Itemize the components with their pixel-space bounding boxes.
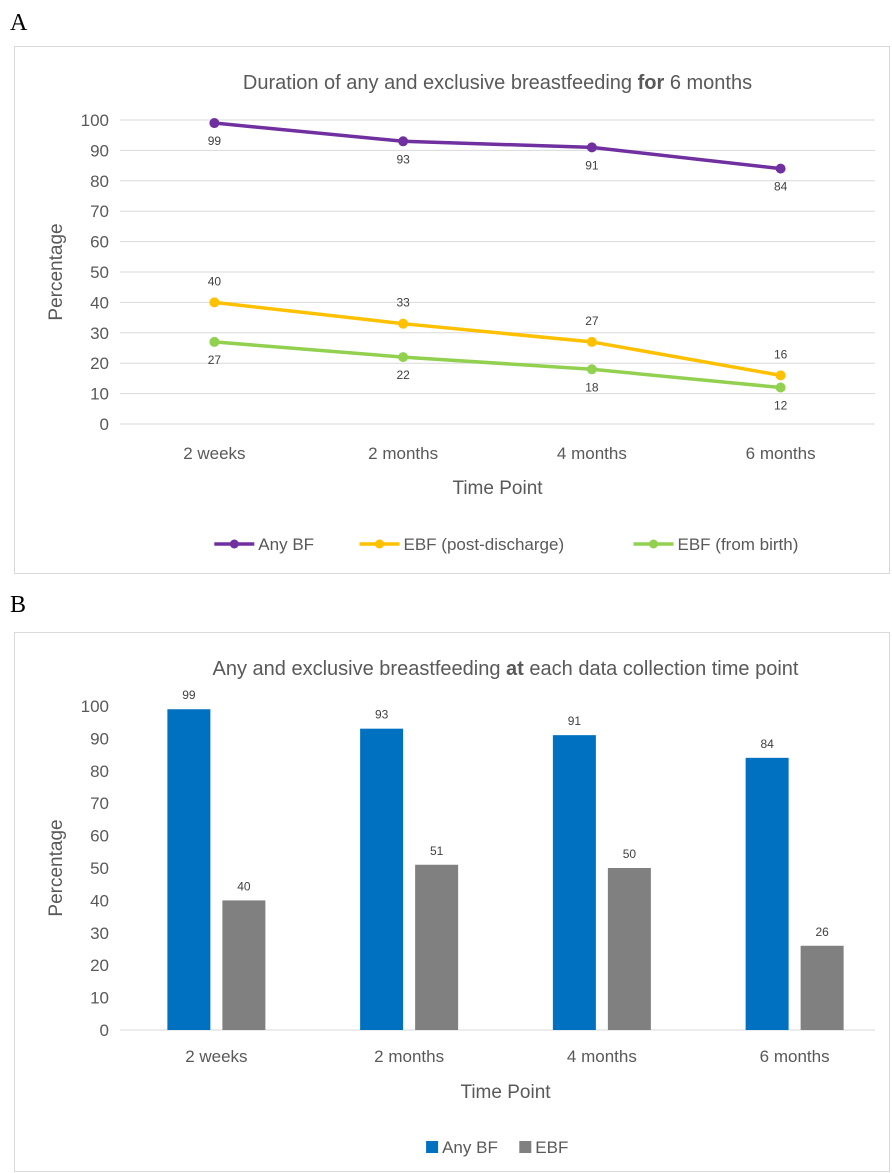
legend-label: Any BF <box>442 1138 498 1157</box>
data-point <box>398 136 409 147</box>
x-tick-label: 4 months <box>567 1047 637 1066</box>
data-label: 16 <box>774 347 788 361</box>
y-axis-label: Percentage <box>46 223 67 320</box>
y-tick-label: 10 <box>90 385 109 404</box>
legend-label: EBF <box>535 1138 568 1157</box>
legend-marker <box>649 539 658 549</box>
data-label: 84 <box>760 737 774 751</box>
y-tick-label: 20 <box>90 354 109 373</box>
data-label: 51 <box>430 844 444 858</box>
data-label: 99 <box>182 688 196 702</box>
legend-label: Any BF <box>258 535 314 554</box>
data-point <box>775 382 786 393</box>
data-label: 93 <box>396 152 410 166</box>
y-tick-label: 100 <box>81 111 109 130</box>
x-tick-label: 6 months <box>746 444 816 463</box>
legend-swatch <box>519 1141 532 1153</box>
y-tick-label: 90 <box>90 141 109 160</box>
bar-chart: Any and exclusive breastfeeding at each … <box>46 658 875 1157</box>
data-point <box>775 370 786 381</box>
bar <box>167 709 211 1030</box>
y-tick-label: 70 <box>90 794 109 813</box>
chart-title: Any and exclusive breastfeeding at each … <box>213 658 799 680</box>
x-axis-label: Time Point <box>460 1082 551 1103</box>
panel-label-a: A <box>10 10 28 36</box>
series-line <box>214 121 781 171</box>
line-chart: Duration of any and exclusive breastfeed… <box>46 72 875 554</box>
y-tick-label: 0 <box>100 1021 109 1040</box>
data-point <box>209 336 220 347</box>
x-tick-label: 2 weeks <box>185 1047 247 1066</box>
y-tick-label: 60 <box>90 827 109 846</box>
x-tick-label: 6 months <box>760 1047 830 1066</box>
bar <box>800 945 844 1030</box>
bar <box>552 735 596 1030</box>
panel-label-b: B <box>10 592 27 618</box>
x-tick-label: 2 weeks <box>183 444 245 463</box>
y-tick-label: 50 <box>90 263 109 282</box>
y-tick-label: 40 <box>90 293 109 312</box>
y-tick-label: 80 <box>90 762 109 781</box>
y-tick-label: 0 <box>100 415 109 434</box>
x-tick-label: 4 months <box>557 444 627 463</box>
data-label: 18 <box>585 380 599 394</box>
data-label: 99 <box>208 134 222 148</box>
data-point <box>586 142 597 153</box>
data-point <box>586 364 597 375</box>
data-point <box>775 163 786 174</box>
y-tick-label: 50 <box>90 859 109 878</box>
legend-marker <box>375 539 384 549</box>
data-label: 84 <box>774 180 788 194</box>
y-tick-label: 30 <box>90 324 109 343</box>
y-tick-label: 100 <box>81 697 109 716</box>
data-label: 33 <box>396 296 410 310</box>
data-label: 27 <box>208 353 222 367</box>
data-label: 91 <box>568 714 582 728</box>
legend-swatch <box>426 1141 439 1153</box>
bar <box>607 868 651 1030</box>
y-tick-label: 90 <box>90 729 109 748</box>
data-point <box>209 297 220 308</box>
data-point <box>586 336 597 347</box>
line-chart-panel: Duration of any and exclusive breastfeed… <box>14 46 890 574</box>
data-label: 93 <box>375 708 389 722</box>
data-label: 40 <box>237 879 251 893</box>
chart-title: Duration of any and exclusive breastfeed… <box>243 72 752 94</box>
y-tick-label: 60 <box>90 233 109 252</box>
series-line <box>214 300 781 378</box>
series-line <box>214 340 781 390</box>
data-point <box>398 318 409 329</box>
y-tick-label: 80 <box>90 172 109 191</box>
y-axis-label: Percentage <box>46 819 67 916</box>
bar <box>222 900 266 1030</box>
legend-label: EBF (post-discharge) <box>404 535 565 554</box>
data-label: 50 <box>623 847 637 861</box>
y-tick-label: 30 <box>90 924 109 943</box>
bar-chart-panel: Any and exclusive breastfeeding at each … <box>14 632 890 1172</box>
x-tick-label: 2 months <box>368 444 438 463</box>
data-label: 27 <box>585 314 599 328</box>
y-tick-label: 70 <box>90 202 109 221</box>
y-tick-label: 40 <box>90 891 109 910</box>
legend-marker <box>229 539 239 549</box>
data-point <box>398 352 409 363</box>
bar <box>415 864 459 1030</box>
data-label: 12 <box>774 399 788 413</box>
x-axis-label: Time Point <box>452 478 543 499</box>
data-label: 40 <box>208 274 222 288</box>
y-tick-label: 20 <box>90 956 109 975</box>
bar <box>360 728 404 1030</box>
y-tick-label: 10 <box>90 989 109 1008</box>
legend-label: EBF (from birth) <box>678 535 799 554</box>
bar <box>745 757 789 1030</box>
data-label: 91 <box>585 158 599 172</box>
data-label: 26 <box>815 925 829 939</box>
data-label: 22 <box>396 368 410 382</box>
data-point <box>209 118 220 129</box>
x-tick-label: 2 months <box>374 1047 444 1066</box>
